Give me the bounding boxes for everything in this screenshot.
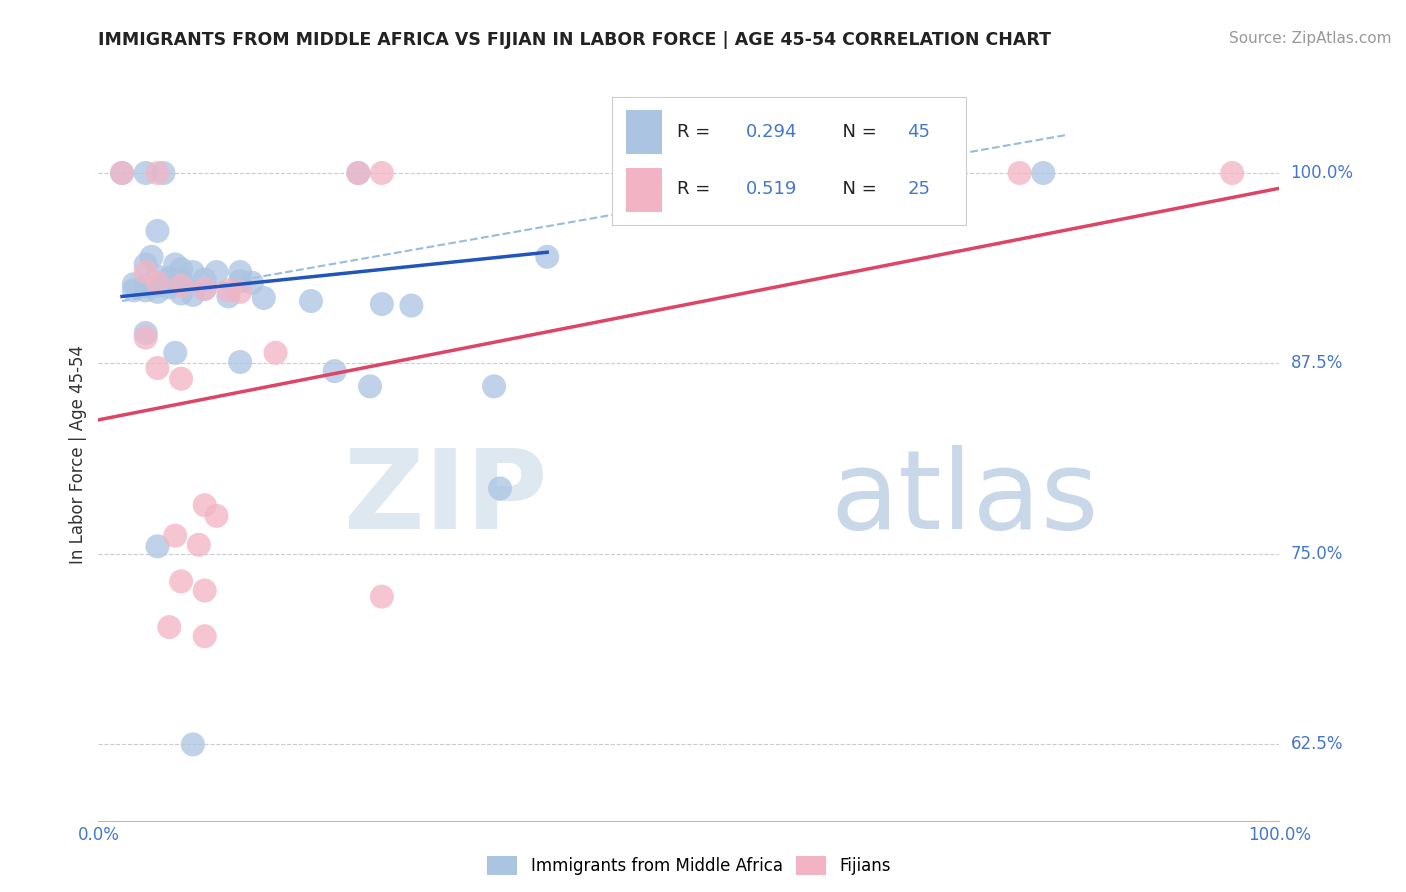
- Point: [170, 286, 193, 301]
- Text: N =: N =: [831, 179, 882, 198]
- Point: [217, 289, 239, 303]
- Point: [194, 498, 217, 512]
- Point: [796, 166, 818, 180]
- Point: [194, 273, 217, 287]
- Point: [146, 166, 169, 180]
- Point: [170, 273, 193, 287]
- FancyBboxPatch shape: [612, 96, 966, 225]
- Point: [323, 364, 346, 378]
- Point: [217, 283, 239, 297]
- Point: [229, 274, 252, 288]
- Point: [146, 224, 169, 238]
- Point: [240, 276, 263, 290]
- Point: [347, 166, 370, 180]
- Point: [482, 379, 505, 393]
- Point: [170, 574, 193, 589]
- Point: [135, 265, 157, 279]
- Point: [165, 257, 187, 271]
- Text: 0.519: 0.519: [745, 179, 797, 198]
- Point: [371, 166, 394, 180]
- Point: [135, 326, 157, 340]
- Text: 25: 25: [907, 179, 931, 198]
- Point: [229, 285, 252, 299]
- Point: [122, 283, 145, 297]
- Text: atlas: atlas: [831, 445, 1099, 552]
- Point: [401, 299, 423, 313]
- Point: [157, 280, 180, 294]
- Text: ZIP: ZIP: [344, 445, 547, 552]
- Point: [146, 269, 169, 284]
- Legend: Immigrants from Middle Africa, Fijians: Immigrants from Middle Africa, Fijians: [481, 849, 897, 882]
- Text: IMMIGRANTS FROM MIDDLE AFRICA VS FIJIAN IN LABOR FORCE | AGE 45-54 CORRELATION C: IMMIGRANTS FROM MIDDLE AFRICA VS FIJIAN …: [98, 31, 1052, 49]
- Point: [170, 262, 193, 277]
- Text: Source: ZipAtlas.com: Source: ZipAtlas.com: [1229, 31, 1392, 46]
- Bar: [626, 111, 662, 154]
- Point: [1032, 166, 1054, 180]
- Point: [165, 529, 187, 543]
- Point: [157, 620, 180, 634]
- Point: [347, 166, 370, 180]
- Point: [181, 265, 204, 279]
- Point: [229, 265, 252, 279]
- Point: [135, 166, 157, 180]
- Point: [194, 282, 217, 296]
- Point: [135, 330, 157, 344]
- Point: [194, 583, 217, 598]
- Text: R =: R =: [678, 179, 716, 198]
- Text: R =: R =: [678, 123, 716, 141]
- Point: [299, 293, 322, 308]
- Point: [194, 629, 217, 643]
- Point: [141, 250, 163, 264]
- Point: [371, 590, 394, 604]
- Point: [146, 278, 169, 293]
- Text: 62.5%: 62.5%: [1291, 735, 1343, 754]
- Point: [170, 278, 193, 293]
- Point: [253, 291, 276, 305]
- Text: 0.294: 0.294: [745, 123, 797, 141]
- Point: [181, 738, 204, 752]
- Text: 100.0%: 100.0%: [1291, 164, 1354, 182]
- Point: [264, 346, 287, 360]
- Point: [181, 288, 204, 302]
- Point: [1008, 166, 1031, 180]
- Y-axis label: In Labor Force | Age 45-54: In Labor Force | Age 45-54: [69, 345, 87, 565]
- Point: [489, 482, 512, 496]
- Point: [146, 285, 169, 299]
- Point: [194, 282, 217, 296]
- Point: [135, 257, 157, 271]
- Text: N =: N =: [831, 123, 882, 141]
- Point: [146, 539, 169, 553]
- Point: [1220, 166, 1243, 180]
- Bar: [626, 168, 662, 211]
- Point: [536, 250, 558, 264]
- Point: [229, 355, 252, 369]
- Point: [122, 277, 145, 292]
- Text: 75.0%: 75.0%: [1291, 545, 1343, 563]
- Point: [135, 278, 157, 293]
- Text: 45: 45: [907, 123, 931, 141]
- Point: [187, 538, 209, 552]
- Point: [359, 379, 381, 393]
- Point: [157, 271, 180, 285]
- Point: [135, 283, 157, 297]
- Point: [146, 276, 169, 290]
- Point: [170, 372, 193, 386]
- Point: [111, 166, 134, 180]
- Point: [152, 166, 174, 180]
- Point: [205, 508, 228, 523]
- Point: [111, 166, 134, 180]
- Point: [146, 361, 169, 376]
- Point: [371, 297, 394, 311]
- Text: 87.5%: 87.5%: [1291, 354, 1343, 373]
- Point: [205, 265, 228, 279]
- Point: [165, 346, 187, 360]
